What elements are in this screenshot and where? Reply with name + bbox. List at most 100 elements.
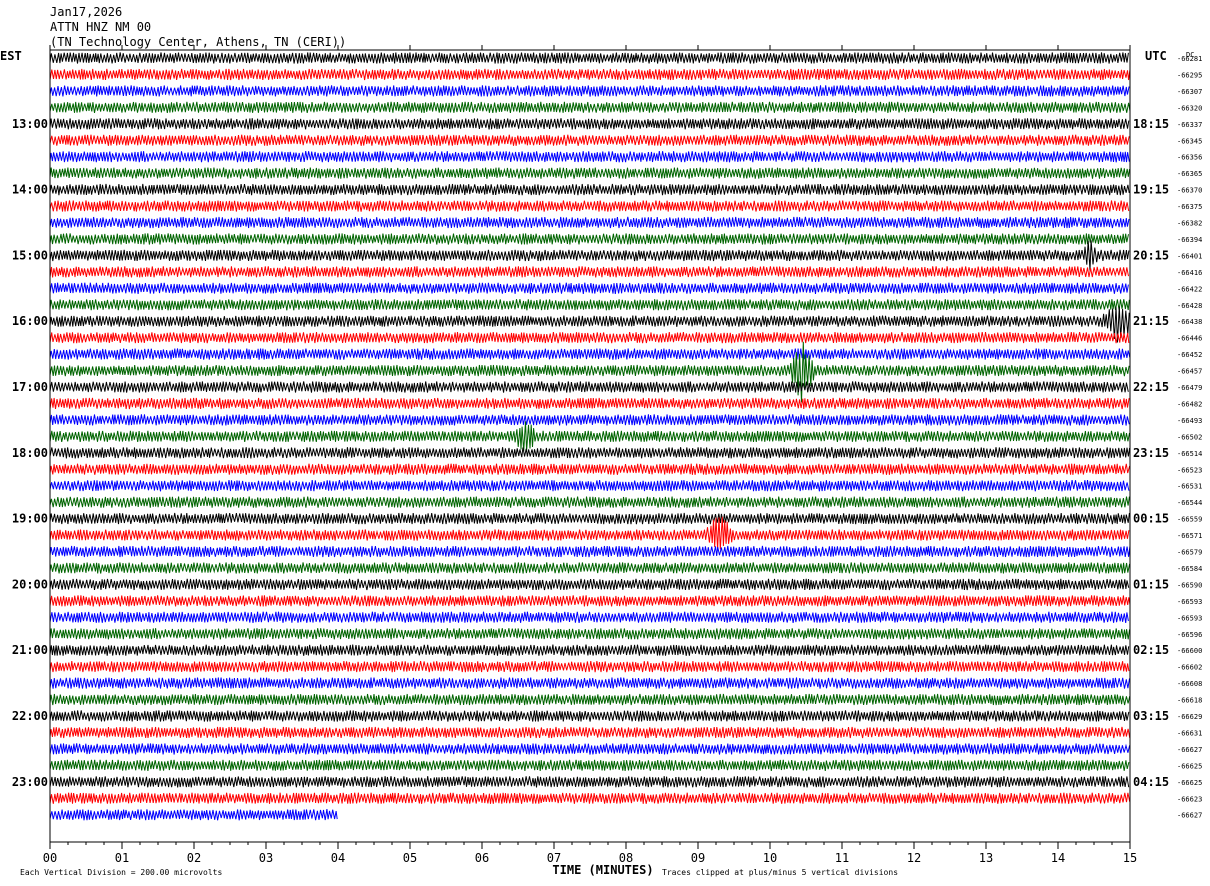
dc-offset-label: -66416: [1177, 269, 1202, 277]
dc-offset-label: -66356: [1177, 154, 1202, 162]
dc-offset-label: -66479: [1177, 384, 1202, 392]
trace-line: [49, 743, 1131, 755]
dc-offset-label: -66596: [1177, 631, 1202, 639]
trace-line: [49, 661, 1130, 673]
dc-offset-label: -66627: [1177, 746, 1202, 754]
left-hour-label: 18:00: [12, 446, 48, 460]
dc-offset-label: -66623: [1177, 795, 1202, 803]
trace-line: [49, 479, 1130, 492]
trace-line: [49, 496, 1130, 508]
dc-offset-label: -66631: [1177, 729, 1202, 737]
trace-line: [49, 200, 1130, 212]
dc-offset-label: -66523: [1177, 466, 1202, 474]
left-hour-label: 17:00: [12, 380, 48, 394]
left-hour-label: 15:00: [12, 248, 48, 262]
dc-label: DC: [1186, 51, 1194, 59]
dc-offset-label: -66571: [1177, 532, 1202, 540]
right-time-labels: 18:15 19:15 20:15 21:15 22:15 23:15 00:15 01:15…: [1133, 117, 1169, 789]
dc-offset-label: -66559: [1177, 516, 1202, 524]
left-hour-label: 20:00: [12, 577, 48, 591]
right-hour-label: 04:15: [1133, 775, 1169, 789]
trace-line: [49, 677, 1130, 689]
left-hour-label: 14:00: [12, 183, 48, 197]
dc-offset-label: -66457: [1177, 368, 1202, 376]
trace-line: [49, 726, 1131, 739]
right-hour-label: 19:15: [1133, 183, 1169, 197]
dc-offset-label: -66608: [1177, 680, 1202, 688]
left-time-labels: 13:00 14:00 15:00 16:00 17:00 18:00 19:00 20:00…: [12, 117, 48, 789]
dc-offset-label: -66307: [1177, 88, 1202, 96]
trace-line: [49, 693, 1131, 706]
trace-line: [49, 101, 1131, 114]
right-hour-label: 18:15: [1133, 117, 1169, 131]
trace-line: [49, 421, 1130, 452]
trace-line: [49, 68, 1131, 81]
x-tick-label: 09: [691, 851, 705, 865]
left-timezone-label: EST: [0, 49, 22, 63]
trace-line: [49, 512, 1130, 525]
dc-offset-label: -66446: [1177, 335, 1202, 343]
dc-offset-label: -66602: [1177, 664, 1202, 672]
trace-line: [49, 216, 1130, 229]
dc-offset-label: -66382: [1177, 220, 1202, 228]
left-hour-label: 19:00: [12, 512, 48, 526]
trace-line: [49, 134, 1130, 146]
trace-line: [49, 628, 1130, 640]
x-tick-label: 04: [331, 851, 345, 865]
dc-offset-label: -66295: [1177, 71, 1202, 79]
right-hour-label: 03:15: [1133, 709, 1169, 723]
x-tick-label: 01: [115, 851, 129, 865]
dc-offset-label: -66320: [1177, 104, 1202, 112]
chart-location: (TN Technology Center, Athens, TN (CERI)…: [50, 35, 347, 49]
dc-offset-label: -66482: [1177, 400, 1202, 408]
trace-line: [49, 809, 338, 821]
trace-line: [49, 759, 1130, 771]
trace-line: [49, 447, 1131, 459]
trace-line: [49, 331, 1130, 344]
trace-line: [49, 595, 1131, 607]
dc-offset-label: -66375: [1177, 203, 1202, 211]
dc-offset-label: -66514: [1177, 450, 1202, 458]
trace-line: [49, 118, 1130, 130]
dc-offset-label: -66428: [1177, 302, 1202, 310]
dc-offset-label: -66618: [1177, 697, 1202, 705]
dc-offset-label: -66401: [1177, 252, 1202, 260]
dc-offset-label: -66531: [1177, 483, 1202, 491]
trace-line: [49, 776, 1130, 788]
trace-line: [49, 233, 1129, 245]
x-tick-label: 02: [187, 851, 201, 865]
right-hour-label: 23:15: [1133, 446, 1169, 460]
right-hour-label: 20:15: [1133, 248, 1169, 262]
dc-offset-label: -66627: [1177, 812, 1202, 820]
dc-offset-label: -66438: [1177, 318, 1202, 326]
right-hour-label: 21:15: [1133, 314, 1169, 328]
dc-offset-label: -66281: [1177, 55, 1202, 63]
trace-line: [49, 516, 1130, 550]
x-tick-label: 07: [547, 851, 561, 865]
trace-line: [49, 240, 1130, 271]
trace-line: [49, 167, 1130, 179]
footer-scale-note: Each Vertical Division = 200.00 microvol…: [20, 868, 222, 877]
right-hour-label: 02:15: [1133, 643, 1169, 657]
dc-offset-label: -66544: [1177, 499, 1202, 507]
trace-line: [49, 183, 1130, 196]
trace-line: [49, 562, 1131, 574]
trace-line: [49, 463, 1131, 475]
dc-offset-label: -66422: [1177, 285, 1202, 293]
trace-line: [49, 710, 1130, 722]
left-hour-label: 23:00: [12, 775, 48, 789]
trace-line: [49, 792, 1131, 804]
dc-offset-label: -66625: [1177, 762, 1202, 770]
trace-line: [49, 381, 1129, 393]
dc-offset-label: -66370: [1177, 187, 1202, 195]
trace-line: [49, 299, 1130, 311]
dc-offset-label: -66579: [1177, 549, 1202, 557]
trace-line: [49, 414, 1130, 426]
trace-line: [49, 151, 1130, 163]
dc-offset-label: -66493: [1177, 417, 1202, 425]
dc-offset-label: -66593: [1177, 614, 1202, 622]
left-hour-label: 16:00: [12, 314, 48, 328]
left-hour-label: 21:00: [12, 643, 48, 657]
trace-line: [49, 348, 1131, 360]
